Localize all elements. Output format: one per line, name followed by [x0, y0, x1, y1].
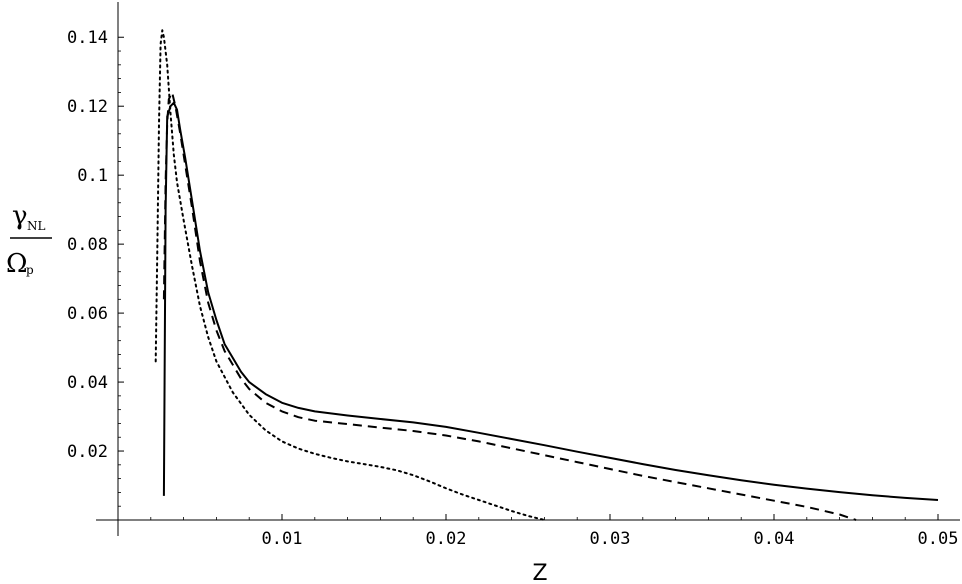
y-tick-label-0: 0.02: [67, 442, 108, 462]
x-tick-label-2: 0.03: [590, 529, 631, 549]
x-tick-label-4: 0.05: [918, 529, 959, 549]
x-tick-label-3: 0.04: [754, 529, 795, 549]
y-axis-label-denominator: Ω: [6, 249, 28, 279]
x-tick-label-1: 0.02: [426, 529, 467, 549]
ticks: 0.01 0.02 0.03 0.04 0.05 0.02 0.04 0.06 0.08 0.1 0…: [67, 28, 958, 549]
y-axis-label-numerator-sub: NL: [27, 219, 46, 233]
series-line-dotted: [154, 29, 546, 521]
series-layer: [154, 29, 939, 521]
y-tick-label-1: 0.04: [67, 373, 108, 393]
x-axis-label: Z: [532, 561, 547, 584]
x-tick-label-0: 0.01: [262, 529, 303, 549]
y-axis-label-denominator-sub: p: [26, 263, 34, 277]
y-tick-label-6: 0.14: [67, 28, 108, 48]
y-tick-label-5: 0.12: [67, 97, 108, 117]
y-tick-label-2: 0.06: [67, 304, 108, 324]
y-axis-label: γ NL Ω p: [6, 201, 52, 279]
y-tick-label-4: 0.1: [77, 166, 108, 186]
series-line-dashed: [162, 91, 857, 521]
y-axis-label-numerator: γ: [12, 201, 28, 231]
y-tick-label-3: 0.08: [67, 235, 108, 255]
